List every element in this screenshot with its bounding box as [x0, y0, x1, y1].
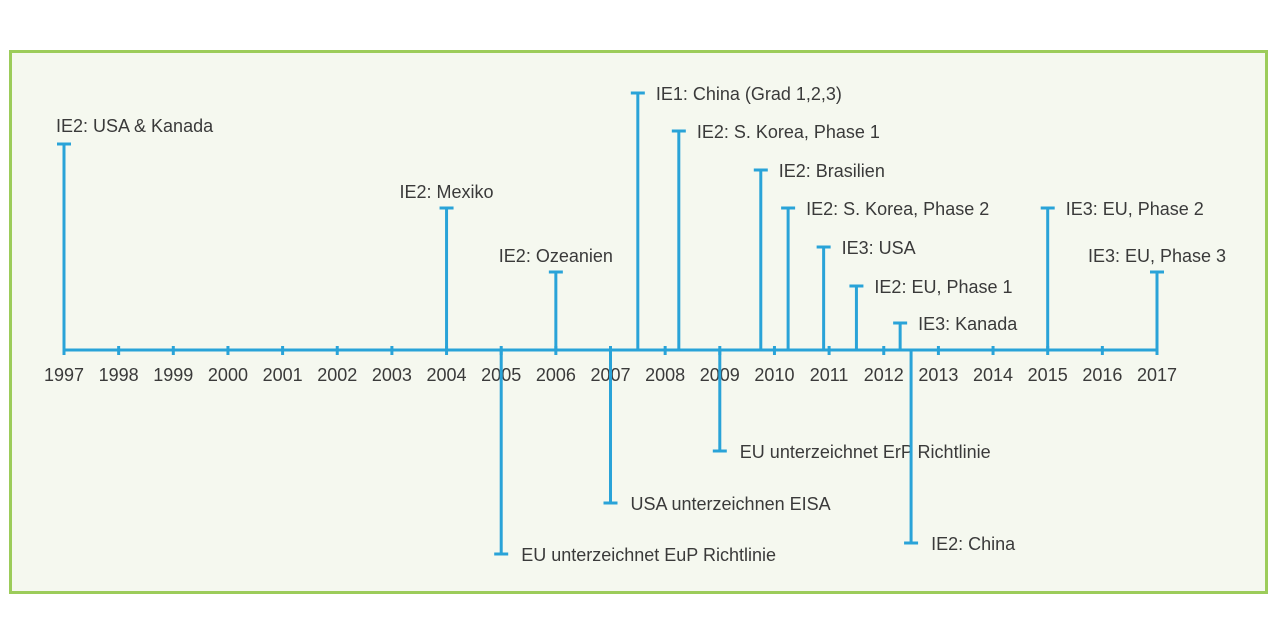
year-label-2016: 2016 — [1082, 365, 1122, 385]
year-label-2013: 2013 — [918, 365, 958, 385]
year-label-2017: 2017 — [1137, 365, 1177, 385]
event-label-above-10: IE3: EU, Phase 2 — [1066, 199, 1204, 219]
year-label-2006: 2006 — [536, 365, 576, 385]
event-label-above-2: IE2: Ozeanien — [499, 246, 613, 266]
event-label-above-9: IE3: Kanada — [918, 314, 1018, 334]
event-label-above-1: IE2: Mexiko — [400, 182, 494, 202]
year-label-2008: 2008 — [645, 365, 685, 385]
event-label-above-0: IE2: USA & Kanada — [56, 116, 214, 136]
year-label-2002: 2002 — [317, 365, 357, 385]
year-label-2011: 2011 — [810, 365, 849, 385]
event-label-below-3: IE2: China — [931, 534, 1016, 554]
event-label-above-8: IE2: EU, Phase 1 — [874, 277, 1012, 297]
year-label-2000: 2000 — [208, 365, 248, 385]
event-label-above-7: IE3: USA — [842, 238, 916, 258]
year-label-2014: 2014 — [973, 365, 1013, 385]
year-label-2010: 2010 — [754, 365, 794, 385]
year-label-1999: 1999 — [153, 365, 193, 385]
year-label-2001: 2001 — [263, 365, 303, 385]
year-label-2012: 2012 — [864, 365, 904, 385]
event-label-below-1: USA unterzeichnen EISA — [631, 494, 831, 514]
event-label-above-4: IE2: S. Korea, Phase 1 — [697, 122, 880, 142]
event-label-above-5: IE2: Brasilien — [779, 161, 885, 181]
event-label-above-11: IE3: EU, Phase 3 — [1088, 246, 1226, 266]
event-label-above-6: IE2: S. Korea, Phase 2 — [806, 199, 989, 219]
event-label-below-2: EU unterzeichnet ErP Richtlinie — [740, 442, 991, 462]
year-label-2004: 2004 — [427, 365, 467, 385]
year-label-2015: 2015 — [1028, 365, 1068, 385]
year-label-1998: 1998 — [99, 365, 139, 385]
event-label-below-0: EU unterzeichnet EuP Richtlinie — [521, 545, 776, 565]
year-label-2003: 2003 — [372, 365, 412, 385]
event-label-above-3: IE1: China (Grad 1,2,3) — [656, 84, 842, 104]
year-label-1997: 1997 — [44, 365, 84, 385]
